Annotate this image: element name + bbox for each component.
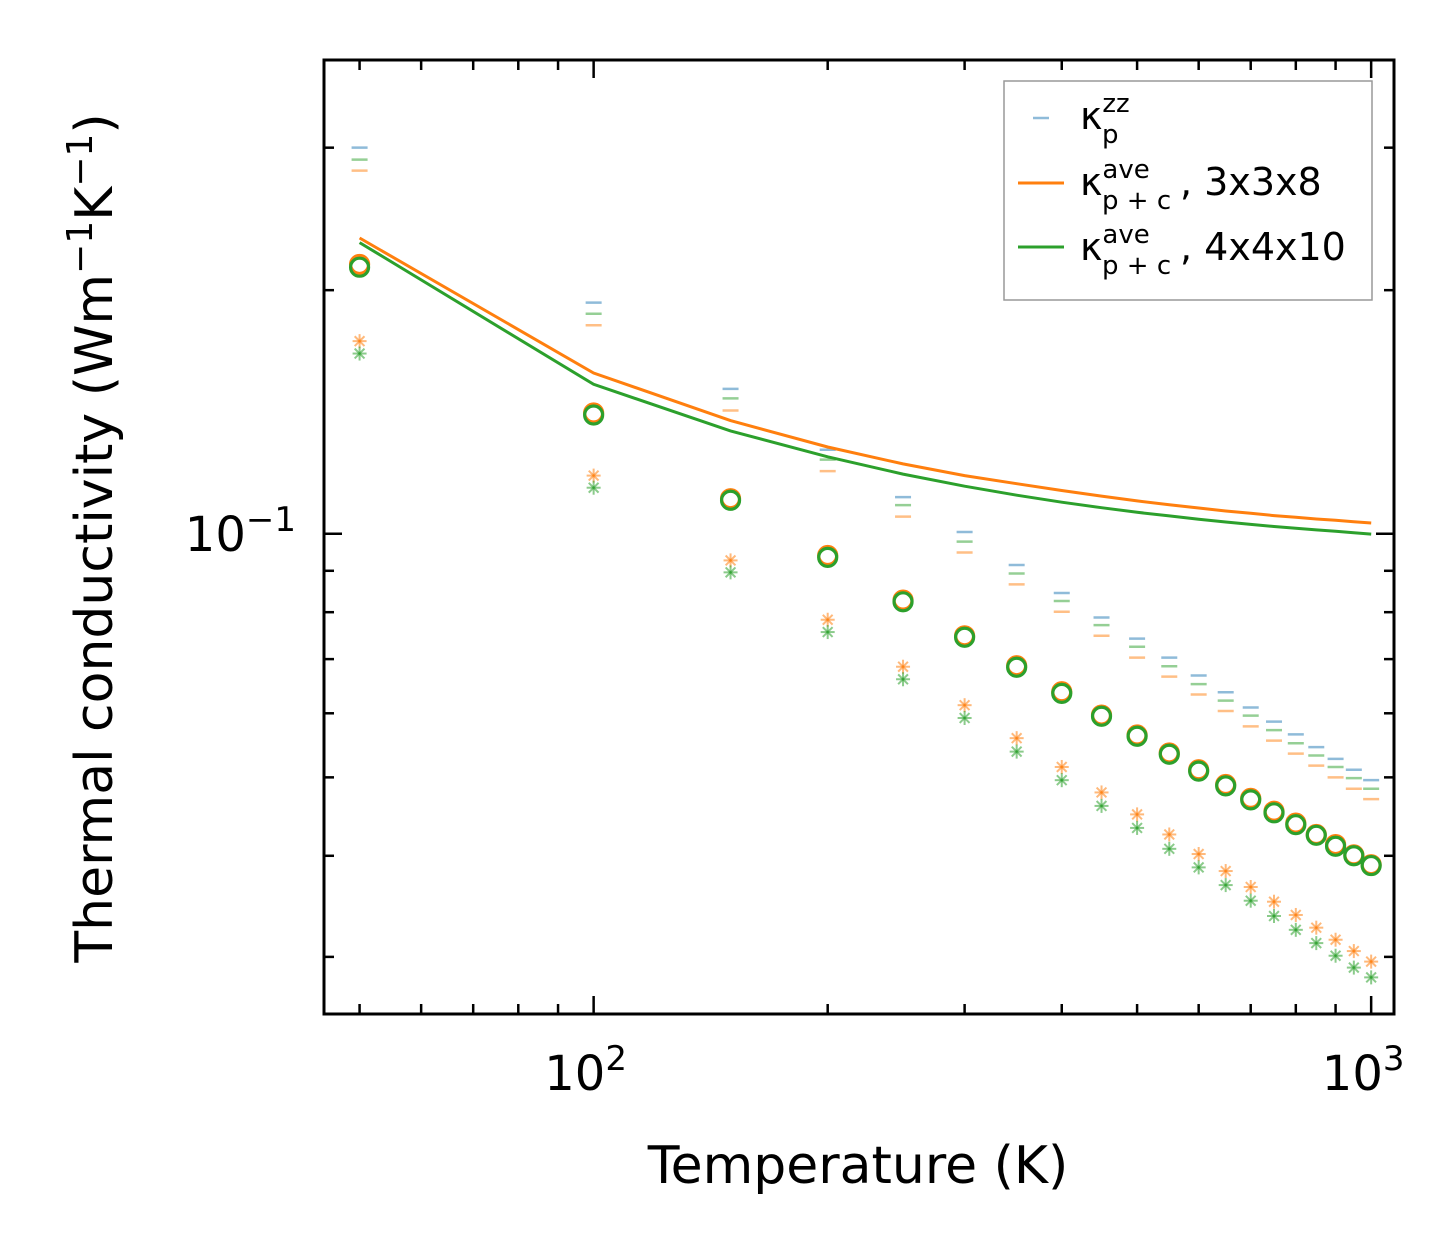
star-point <box>1346 944 1361 959</box>
star-point <box>1130 820 1145 835</box>
star-point <box>1094 798 1109 813</box>
star-point <box>957 711 972 726</box>
star-point <box>1328 932 1343 947</box>
circle-point <box>1263 802 1285 824</box>
series-kappa_p_zz_blue <box>351 146 1380 782</box>
circle-point <box>1360 854 1382 877</box>
star-point <box>1267 909 1282 924</box>
y-label-main: Thermal conductivity (Wm <box>65 274 125 964</box>
y-label-sup2: −1 <box>60 134 101 187</box>
star-point <box>1243 880 1258 895</box>
y-label-end: ) <box>65 113 125 133</box>
legend: κzz p κave p + c, 3x3x8 κave p + c, 4x4x10 <box>1003 80 1373 301</box>
star-point <box>352 334 367 349</box>
series-kappa_pc_ave_3x3x8 <box>358 236 1372 525</box>
line-kappa_pc_ave_3x3x8 <box>358 236 1372 525</box>
circle-point <box>1343 845 1365 867</box>
y-axis-label: Thermal conductivity (Wm−1K−1) <box>60 113 125 963</box>
circle-point <box>1188 760 1210 782</box>
star-point <box>820 612 835 627</box>
star-point <box>352 346 367 361</box>
star-point <box>820 625 835 640</box>
star-point <box>1162 841 1177 856</box>
circle-point <box>1158 743 1180 765</box>
star-point <box>1309 936 1324 951</box>
y-label-sup1: −1 <box>60 221 101 274</box>
star-point <box>1094 785 1109 800</box>
circle-point <box>817 546 839 568</box>
star-point <box>1364 954 1379 969</box>
star-point <box>586 468 601 483</box>
star-point <box>1054 759 1069 774</box>
circle-point <box>1090 705 1113 727</box>
legend-label-3x3x8: κave p + c, 3x3x8 <box>1080 155 1322 216</box>
star-point <box>1191 847 1206 862</box>
x-tick-label: 102 <box>544 1039 627 1102</box>
star-point <box>1009 744 1024 759</box>
circle-point <box>1324 835 1347 857</box>
line-kappa_pc_ave_4x4x10 <box>358 241 1372 536</box>
data-marks <box>348 146 1382 985</box>
legend-entry-4x4x10: κave p + c, 4x4x10 <box>1018 220 1346 281</box>
circle-point <box>1126 725 1148 747</box>
legend-entry-kappa-p-zz: κzz p <box>1033 89 1130 150</box>
legend-label-kappa-p-zz: κzz p <box>1080 89 1130 150</box>
legend-box <box>1003 80 1373 301</box>
series-circle_4x4x10 <box>348 256 1382 877</box>
circle-point <box>1240 789 1262 811</box>
legend-label-4x4x10: κave p + c, 4x4x10 <box>1080 220 1346 281</box>
tick-labels: 102 103 10−1 <box>185 500 1405 1102</box>
circle-point <box>1006 656 1028 678</box>
star-point <box>1218 878 1233 893</box>
star-point <box>586 480 601 495</box>
circle-point <box>1305 824 1327 846</box>
circle-point <box>954 626 976 648</box>
series-star_4x4x10 <box>352 346 1379 985</box>
circle-point <box>1051 682 1073 704</box>
star-point <box>723 565 738 580</box>
star-point <box>1243 893 1258 908</box>
circle-point <box>1215 775 1237 797</box>
star-point <box>1364 970 1379 985</box>
circle-point <box>1285 814 1307 836</box>
circle-point <box>719 489 742 511</box>
star-point <box>1130 807 1145 822</box>
star-point <box>896 659 911 674</box>
star-point <box>1162 827 1177 842</box>
star-point <box>1309 920 1324 935</box>
star-point <box>957 698 972 713</box>
circle-point <box>348 256 371 278</box>
plot-frame <box>322 58 1396 1016</box>
star-point <box>1288 922 1303 937</box>
circle-point <box>583 404 605 426</box>
series-kappa_pc_ave_4x4x10 <box>358 241 1372 536</box>
star-point <box>1009 731 1024 746</box>
star-point <box>1328 948 1343 963</box>
star-point <box>1054 773 1069 788</box>
axis-ticks <box>324 60 1394 1014</box>
x-tick-label: 103 <box>1322 1039 1405 1102</box>
legend-entry-3x3x8: κave p + c, 3x3x8 <box>1018 155 1322 216</box>
series-star_3x3x8 <box>352 334 1379 969</box>
star-point <box>1218 864 1233 879</box>
star-point <box>1191 860 1206 875</box>
series-kappa_p_zz_orange <box>351 169 1380 801</box>
x-axis-label: Temperature (K) <box>647 1136 1069 1196</box>
y-label-mid: K <box>65 185 125 221</box>
circle-point <box>892 591 914 613</box>
star-point <box>896 672 911 687</box>
star-point <box>1346 960 1361 975</box>
star-point <box>1267 894 1282 909</box>
y-tick-label: 10−1 <box>185 500 296 563</box>
star-point <box>723 553 738 568</box>
series-kappa_p_zz_green <box>351 158 1380 791</box>
star-point <box>1288 907 1303 922</box>
